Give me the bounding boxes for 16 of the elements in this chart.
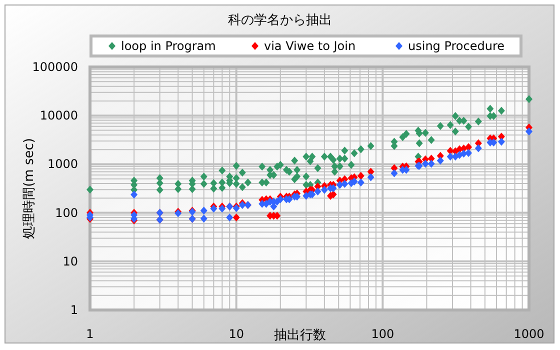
legend-label: using Procedure [408, 39, 505, 53]
y-tick-label: 1000 [47, 157, 78, 172]
y-tick-label: 1 [70, 303, 78, 317]
y-tick-label: 10000 [40, 108, 78, 123]
legend-label: loop in Program [121, 39, 216, 53]
legend-label: via Viwe to Join [264, 39, 356, 53]
x-tick-label: 10 [228, 327, 244, 341]
y-axis-title: 処理時間(m sec) [22, 138, 37, 239]
y-tick-label: 100000 [32, 60, 78, 74]
y-tick-label: 10 [62, 254, 78, 268]
x-tick-label: 1 [86, 327, 94, 341]
x-axis-title: 抽出行数 [274, 328, 326, 343]
x-tick-label: 1000 [514, 327, 544, 341]
chart-title: 科の学名から抽出 [228, 13, 332, 28]
y-tick-label: 100 [55, 206, 78, 220]
x-tick-label: 100 [371, 327, 394, 341]
